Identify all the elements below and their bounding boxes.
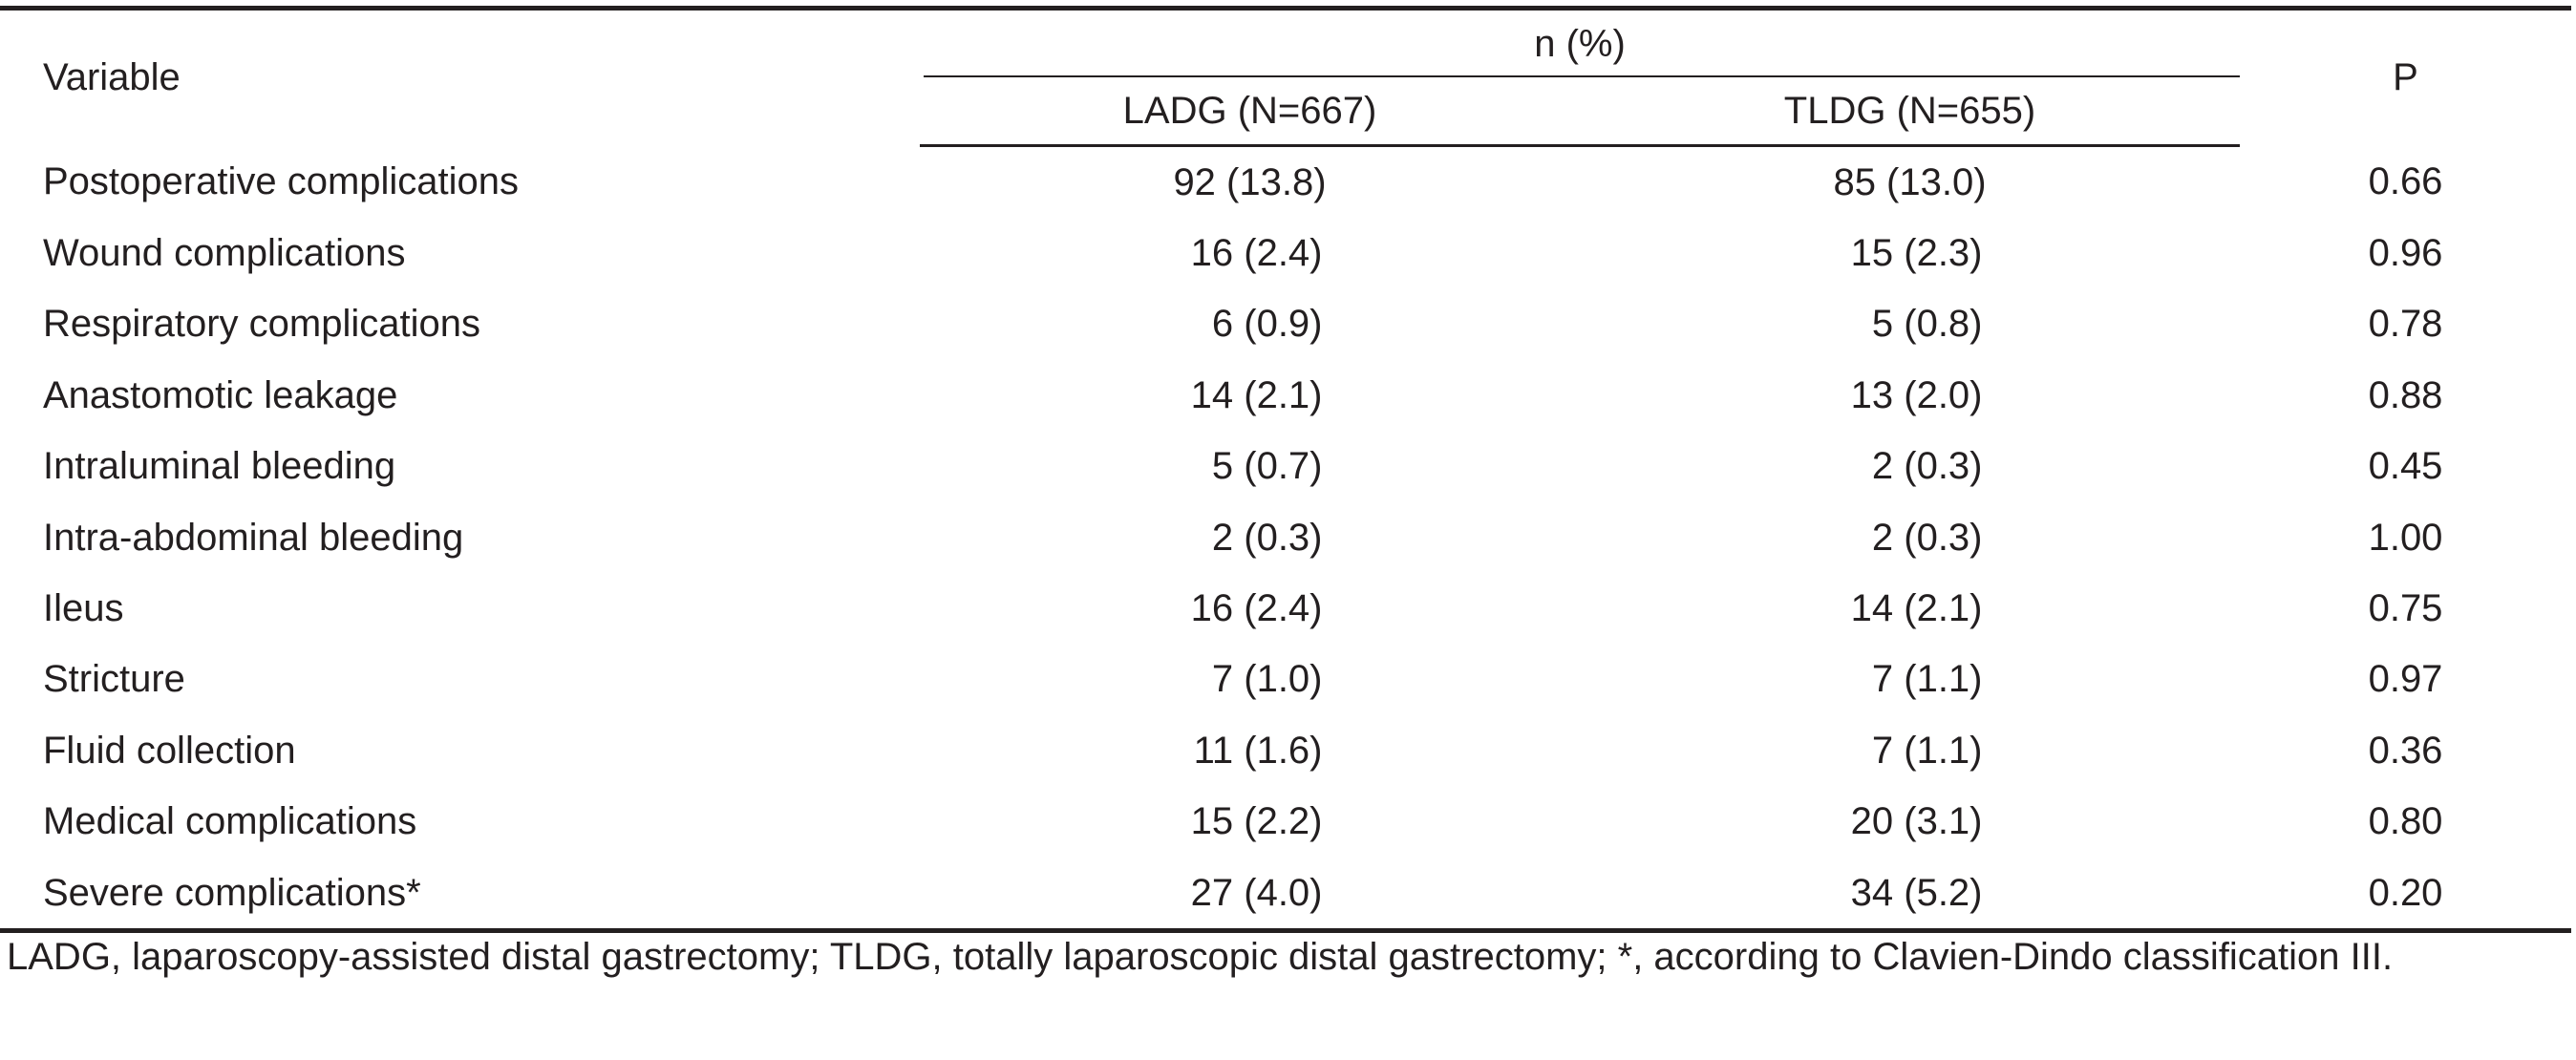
row-ladg-value: 16 (2.4) [1190, 232, 1323, 275]
ladg-header: LADG (N=667) [920, 77, 1580, 147]
row-variable: Wound complications [43, 232, 406, 275]
row-tldg-value: 14 (2.1) [1850, 587, 1983, 630]
row-variable: Fluid collection [43, 729, 296, 772]
row-variable: Medical complications [43, 800, 417, 843]
table-row: Intra-abdominal bleeding 2 (0.3) 2 (0.3) 1.… [0, 502, 2571, 573]
row-p-value: 0.36 [2368, 729, 2443, 772]
table-row: Severe complications* 27 (4.0) 34 (5.2) 0.2… [0, 857, 2572, 934]
row-variable: Anastomotic leakage [43, 373, 398, 416]
row-p-value: 0.75 [2368, 587, 2443, 630]
row-tldg-value-cell: 13 (2.0) [1580, 360, 2240, 431]
table-row: Stricture 7 (1.0) 7 (1.1) 0.97 [0, 645, 2571, 715]
row-tldg-value-cell: 20 (3.1) [1580, 787, 2240, 858]
row-p-value: 0.97 [2368, 658, 2443, 701]
table-footnote: LADG, laparoscopy-assisted distal gastre… [7, 936, 2394, 978]
row-ladg-value-cell: 14 (2.1) [920, 360, 1580, 431]
row-ladg-value: 5 (0.7) [1211, 445, 1323, 488]
row-tldg-value: 5 (0.8) [1871, 303, 1983, 346]
row-ladg-value-cell: 6 (0.9) [920, 289, 1580, 360]
row-ladg-value-cell: 7 (1.0) [920, 645, 1580, 715]
table-row: Postoperative complications 92 (13.8) 85 (… [0, 146, 2571, 219]
row-variable: Stricture [43, 658, 185, 701]
row-ladg-value: 27 (4.0) [1190, 871, 1323, 914]
row-tldg-value-cell: 34 (5.2) [1580, 857, 2241, 934]
table-row: Anastomotic leakage 14 (2.1) 13 (2.0) 0.88 [0, 360, 2571, 431]
group-header-rule [924, 75, 2241, 77]
row-ladg-value-cell: 11 (1.6) [920, 715, 1580, 786]
row-tldg-value: 2 (0.3) [1871, 445, 1983, 488]
row-ladg-value: 6 (0.9) [1211, 303, 1323, 346]
row-variable: Ileus [43, 587, 124, 630]
row-ladg-value-cell: 2 (0.3) [920, 502, 1580, 573]
row-ladg-value-cell: 92 (13.8) [920, 146, 1580, 219]
row-variable: Postoperative complications [43, 159, 520, 202]
row-ladg-value-cell: 15 (2.2) [920, 787, 1580, 858]
row-ladg-value: 2 (0.3) [1211, 516, 1323, 559]
table-row: Intraluminal bleeding 5 (0.7) 2 (0.3) 0.45 [0, 432, 2571, 502]
row-tldg-value-cell: 2 (0.3) [1580, 502, 2240, 573]
row-p-value: 0.96 [2368, 232, 2443, 275]
table-row: Fluid collection 11 (1.6) 7 (1.1) 0.36 [0, 715, 2571, 786]
tldg-header: TLDG (N=655) [1580, 77, 2241, 147]
row-ladg-value: 92 (13.8) [1173, 160, 1327, 203]
row-tldg-value-cell: 2 (0.3) [1580, 432, 2240, 502]
row-tldg-value-cell: 7 (1.1) [1580, 645, 2240, 715]
row-ladg-value-cell: 27 (4.0) [920, 857, 1580, 934]
p-header: P [2240, 6, 2572, 146]
row-ladg-value-cell: 16 (2.4) [920, 218, 1580, 288]
row-tldg-value: 7 (1.1) [1871, 658, 1983, 701]
row-variable: Severe complications* [0, 857, 920, 934]
complications-table: Variable n (%) P LADG (N=667) TLDG (N=65… [0, 6, 2572, 934]
row-tldg-value: 2 (0.3) [1871, 516, 1983, 559]
row-p-value: 0.80 [2368, 800, 2443, 843]
row-tldg-value: 85 (13.0) [1833, 160, 1987, 203]
row-p-value: 0.88 [2368, 373, 2443, 416]
row-ladg-value: 7 (1.0) [1211, 658, 1323, 701]
variable-header: Variable [0, 6, 920, 146]
row-ladg-value: 15 (2.2) [1190, 800, 1323, 843]
row-ladg-value-cell: 5 (0.7) [920, 432, 1580, 502]
table-row: Wound complications 16 (2.4) 15 (2.3) 0.96 [0, 218, 2571, 288]
table-header: Variable n (%) P LADG (N=667) TLDG (N=65… [0, 6, 2572, 147]
row-tldg-value: 34 (5.2) [1850, 871, 1983, 914]
table-row: Ileus 16 (2.4) 14 (2.1) 0.75 [0, 573, 2571, 644]
row-tldg-value: 20 (3.1) [1850, 800, 1983, 843]
row-ladg-value: 14 (2.1) [1190, 373, 1323, 416]
table-body: Postoperative complications 92 (13.8) 85 (… [0, 146, 2572, 934]
row-tldg-value-cell: 15 (2.3) [1580, 218, 2240, 288]
row-tldg-value-cell: 7 (1.1) [1580, 715, 2240, 786]
row-ladg-value: 16 (2.4) [1190, 587, 1323, 630]
row-p-value: 1.00 [2368, 516, 2443, 559]
row-tldg-value-cell: 85 (13.0) [1580, 146, 2240, 219]
row-tldg-value-cell: 14 (2.1) [1580, 573, 2240, 644]
row-tldg-value: 7 (1.1) [1871, 729, 1983, 772]
table-row: Medical complications 15 (2.2) 20 (3.1) 0.8… [0, 787, 2571, 858]
row-variable: Respiratory complications [43, 303, 480, 346]
row-p-value: 0.45 [2368, 445, 2443, 488]
n-percent-label: n (%) [1534, 22, 1626, 65]
row-variable: Intraluminal bleeding [43, 445, 396, 488]
row-p-value: 0.20 [2240, 857, 2572, 934]
row-p-value: 0.78 [2368, 303, 2443, 346]
row-ladg-value-cell: 16 (2.4) [920, 573, 1580, 644]
row-ladg-value: 11 (1.6) [1193, 729, 1323, 772]
n-percent-header: n (%) [920, 6, 2241, 77]
table-row: Respiratory complications 6 (0.9) 5 (0.8) 0… [0, 289, 2571, 360]
row-tldg-value: 15 (2.3) [1850, 232, 1983, 275]
row-tldg-value-cell: 5 (0.8) [1580, 289, 2240, 360]
row-variable: Intra-abdominal bleeding [43, 516, 464, 559]
row-tldg-value: 13 (2.0) [1850, 373, 1983, 416]
row-p-value: 0.66 [2368, 159, 2443, 202]
